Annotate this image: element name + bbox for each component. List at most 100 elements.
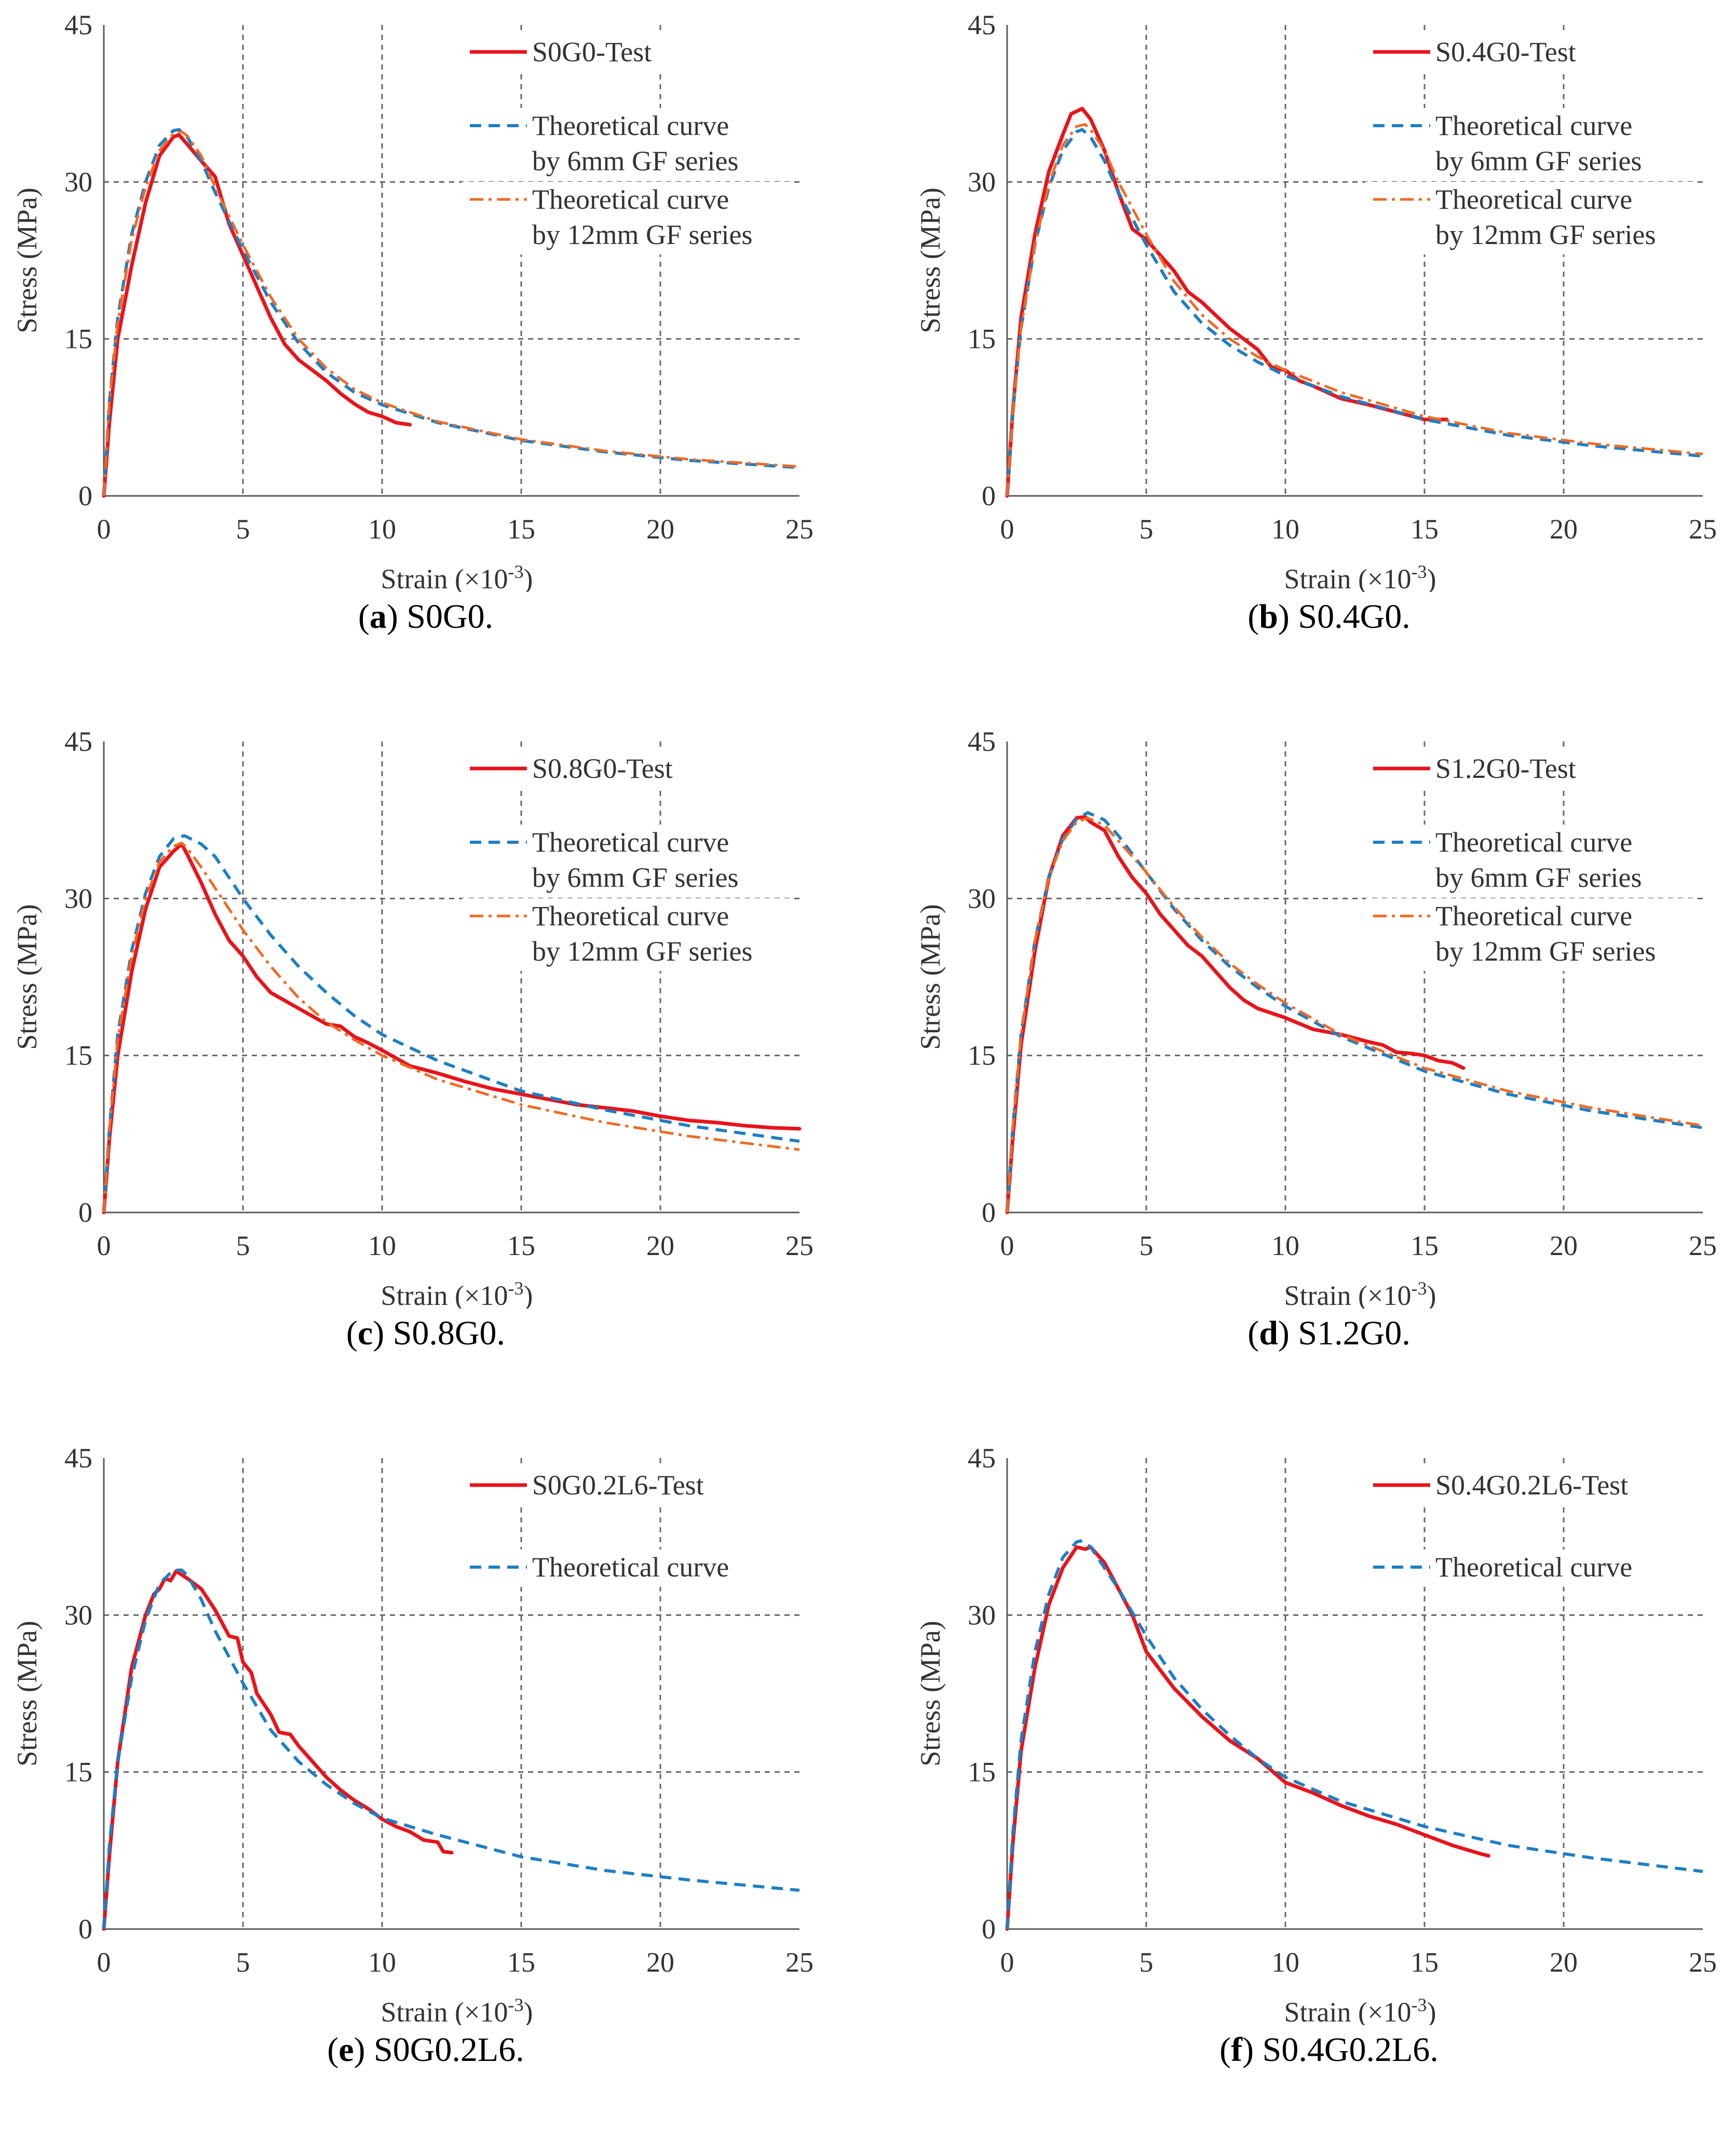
- x-tick-label: 0: [1000, 1947, 1014, 1978]
- legend-background: [462, 825, 794, 897]
- legend-label: Theoretical curve: [532, 184, 729, 215]
- y-tick-label: 0: [78, 1197, 92, 1228]
- legend-background: [462, 182, 794, 254]
- x-axis-title: Strain (×10-3): [381, 561, 533, 592]
- x-tick-label: 20: [1550, 1947, 1578, 1978]
- legend-background: [1365, 108, 1698, 181]
- y-tick-label: 15: [968, 323, 996, 355]
- x-tick-label: 20: [646, 514, 674, 545]
- x-tick-label: 15: [1410, 1947, 1439, 1978]
- legend-label: Theoretical curve: [1435, 184, 1632, 215]
- chart-e: 0 5 10 15 20 25 0 15 30 45 Strain (×10-3) Stress (M…: [11, 1443, 813, 2025]
- legend-label: S1.2G0-Test: [1435, 753, 1576, 784]
- panel-c: 0 5 10 15 20 25 0 15 30 45 Strain (×10-3) Stress (M…: [0, 717, 851, 1360]
- x-tick-label: 15: [507, 514, 535, 545]
- legend-label-line2: by 12mm GF series: [532, 219, 753, 250]
- y-axis-title: Stress (MPa): [11, 904, 43, 1050]
- legend-background: [462, 108, 794, 181]
- x-axis-title-exponent: -3: [1411, 1278, 1427, 1299]
- series-line-test: [102, 842, 802, 1215]
- x-axis-title-close: ): [523, 1280, 533, 1309]
- series-line-theory6: [102, 834, 800, 1213]
- panel-b: 0 5 10 15 20 25 0 15 30 45 Strain (×10-3) Stress (M…: [903, 0, 1736, 644]
- x-axis-title-close: ): [1427, 1280, 1436, 1309]
- x-tick-label: 25: [1689, 514, 1717, 545]
- x-axis-title: Strain (×10-3): [1284, 1994, 1436, 2025]
- legend-label-line2: by 12mm GF series: [1435, 936, 1656, 967]
- x-tick-label: 10: [368, 514, 396, 545]
- chart-f: 0 5 10 15 20 25 0 15 30 45 Strain (×10-3) Stress (M…: [915, 1443, 1717, 2025]
- chart-b: 0 5 10 15 20 25 0 15 30 45 Strain (×10-3) Stress (M…: [915, 9, 1717, 592]
- panel-d: 0 5 10 15 20 25 0 15 30 45 Strain (×10-3) Stress (M…: [903, 717, 1736, 1360]
- x-tick-label: 0: [97, 1230, 111, 1261]
- legend-label: Theoretical curve: [532, 110, 729, 141]
- x-tick-label: 15: [507, 1947, 535, 1978]
- y-axis-title: Stress (MPa): [11, 187, 43, 333]
- y-axis-title: Stress (MPa): [11, 1621, 43, 1767]
- x-axis-title-main: Strain (×10: [381, 563, 508, 592]
- caption-letter: d: [1259, 1314, 1278, 1352]
- legend-background: [1365, 182, 1698, 254]
- caption-f: (f) S0.4G0.2L6.: [1219, 2031, 1439, 2069]
- chart-d: 0 5 10 15 20 25 0 15 30 45 Strain (×10-3) Stress (M…: [915, 726, 1717, 1309]
- y-tick-label: 0: [78, 1913, 92, 1945]
- series-line-theory6: [102, 128, 800, 496]
- legend-label-line2: by 6mm GF series: [1435, 862, 1642, 893]
- x-tick-label: 10: [368, 1947, 396, 1978]
- legend-label: S0G0.2L6-Test: [532, 1470, 704, 1501]
- series-line-test: [1005, 815, 1466, 1215]
- y-axis-title: Stress (MPa): [915, 904, 946, 1050]
- x-tick-label: 15: [1410, 1230, 1439, 1261]
- series-line-theory12: [1006, 816, 1703, 1213]
- legend-label-line2: by 6mm GF series: [532, 145, 739, 177]
- y-tick-label: 45: [64, 726, 92, 757]
- series-line-theory12: [102, 842, 800, 1213]
- x-tick-label: 5: [1140, 1230, 1154, 1261]
- y-tick-label: 45: [64, 9, 92, 41]
- chart-a: 0 5 10 15 20 25 0 15 30 45 Strain (×10-3) Stress (M…: [11, 9, 813, 592]
- y-tick-label: 15: [64, 323, 92, 355]
- x-tick-label: 10: [368, 1230, 396, 1261]
- legend-background: [1365, 898, 1698, 971]
- x-axis-title-close: ): [1427, 563, 1436, 592]
- y-tick-label: 15: [64, 1040, 92, 1071]
- legend-label: Theoretical curve: [1435, 900, 1632, 932]
- x-axis-title: Strain (×10-3): [381, 1278, 533, 1309]
- y-tick-label: 15: [968, 1757, 996, 1788]
- x-tick-label: 10: [1271, 514, 1299, 545]
- y-tick-label: 45: [968, 9, 996, 41]
- y-tick-label: 45: [968, 726, 996, 757]
- x-tick-label: 10: [1271, 1230, 1299, 1261]
- legend-label: Theoretical curve: [532, 827, 729, 858]
- legend-background: [462, 898, 794, 971]
- caption-letter: e: [338, 2031, 354, 2069]
- y-tick-label: 0: [982, 1197, 996, 1228]
- x-tick-label: 5: [236, 1230, 250, 1261]
- x-axis-title-close: ): [523, 1997, 533, 2025]
- y-axis-title: Stress (MPa): [915, 1621, 946, 1767]
- y-tick-label: 15: [64, 1757, 92, 1788]
- panel-e: 0 5 10 15 20 25 0 15 30 45 Strain (×10-3) Stress (M…: [0, 1433, 851, 2077]
- x-axis-title-exponent: -3: [508, 561, 523, 582]
- legend-label-line2: by 6mm GF series: [1435, 145, 1642, 177]
- y-tick-label: 15: [968, 1040, 996, 1071]
- x-tick-label: 25: [785, 1947, 813, 1978]
- caption-c: (c) S0.8G0.: [346, 1314, 506, 1352]
- legend-label-line2: by 12mm GF series: [532, 936, 753, 967]
- legend-label: S0G0-Test: [532, 36, 652, 68]
- x-axis-title-close: ): [1427, 1997, 1436, 2025]
- caption-text: S0.4G0.2L6.: [1262, 2031, 1439, 2069]
- caption-letter: f: [1231, 2031, 1243, 2069]
- chart-c: 0 5 10 15 20 25 0 15 30 45 Strain (×10-3) Stress (M…: [11, 726, 813, 1309]
- caption-text: S0.8G0.: [392, 1314, 506, 1352]
- x-tick-label: 5: [1140, 514, 1154, 545]
- x-tick-label: 10: [1271, 1947, 1299, 1978]
- y-axis-title: Stress (MPa): [915, 187, 946, 333]
- caption-d: (d) S1.2G0.: [1247, 1314, 1410, 1352]
- x-tick-label: 20: [646, 1947, 674, 1978]
- x-tick-label: 0: [1000, 514, 1014, 545]
- x-axis-title: Strain (×10-3): [1284, 1278, 1436, 1309]
- x-tick-label: 5: [236, 514, 250, 545]
- legend-label: S0.4G0.2L6-Test: [1435, 1470, 1628, 1501]
- y-tick-label: 45: [64, 1443, 92, 1474]
